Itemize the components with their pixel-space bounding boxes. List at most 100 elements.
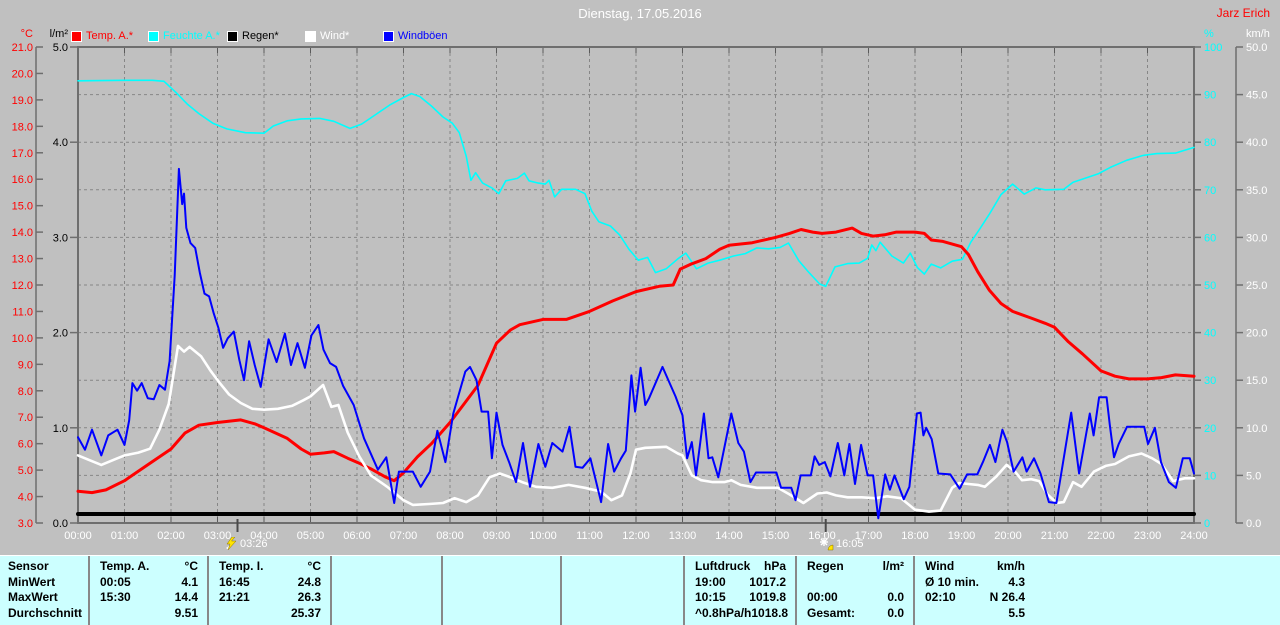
stats-row-labels: Sensor MinWert MaxWert Durchschnitt: [0, 556, 88, 625]
max-time: 10:15: [695, 590, 726, 604]
svg-text:6.0: 6.0: [18, 439, 33, 451]
legend-item-temp: Temp. A.*: [71, 30, 133, 42]
curve-feuchtea: [77, 79, 1195, 288]
x-tick-labels: 00:00 01:00 02:00 03:00 04:00 05:00 06:00 07:00…: [64, 530, 1208, 542]
svg-text:12.0: 12.0: [12, 280, 33, 292]
svg-text:18.0: 18.0: [12, 121, 33, 133]
svg-text:5.0: 5.0: [18, 465, 33, 477]
svg-text:03:00: 03:00: [204, 530, 232, 542]
svg-text:%: %: [1204, 28, 1214, 40]
svg-text:14:00: 14:00: [715, 530, 743, 542]
curve-wind: [76, 344, 1196, 513]
marker-time: 16:05: [836, 538, 864, 550]
svg-text:18:00: 18:00: [901, 530, 929, 542]
svg-text:0.0: 0.0: [1246, 518, 1261, 530]
svg-text:21.0: 21.0: [12, 42, 33, 54]
svg-text:20.0: 20.0: [12, 68, 33, 80]
svg-text:19:00: 19:00: [948, 530, 976, 542]
max-value: N 26.4: [989, 590, 1025, 604]
max-time: 15:30: [100, 590, 131, 604]
svg-text:11:00: 11:00: [576, 530, 603, 542]
svg-text:90: 90: [1204, 90, 1216, 102]
max-value: 26.3: [297, 590, 321, 604]
avg-value: 1018.8: [751, 605, 789, 620]
max-time: 02:10: [925, 590, 956, 604]
svg-text:100: 100: [1204, 42, 1222, 54]
svg-text:13.0: 13.0: [12, 254, 33, 266]
section-name: Temp. I.: [219, 559, 264, 573]
svg-text:4.0: 4.0: [53, 137, 68, 149]
avg-value: 5.5: [1008, 605, 1025, 620]
watermark-author: Jarz Erich: [1216, 6, 1270, 20]
gesamt-value: 0.0: [887, 605, 904, 620]
svg-text:7.0: 7.0: [18, 412, 33, 424]
stats-section-empty-3: [560, 556, 683, 625]
svg-text:10.0: 10.0: [12, 333, 33, 345]
marker-0326: 03:26: [225, 537, 268, 551]
marker-1605: 16:05: [820, 537, 864, 551]
svg-text:02:00: 02:00: [157, 530, 185, 542]
marker-time: 03:26: [240, 538, 268, 550]
weather-chart: 21.0 20.0 19.0 18.0 17.0 16.0 15.0 14.0 13.0 12.0…: [12, 28, 1270, 542]
stats-table: Sensor MinWert MaxWert Durchschnitt Temp…: [0, 555, 1280, 625]
gesamt-label: Gesamt:: [807, 605, 856, 620]
stats-section-wind: Wind km/h Ø 10 min. 4.3 02:10 N 26.4 5.5: [913, 556, 1034, 625]
svg-text:17.0: 17.0: [12, 148, 33, 160]
min-time: 19:00: [695, 574, 726, 589]
svg-text:0: 0: [1204, 518, 1210, 530]
stats-section-temp-a: Temp. A. °C 00:05 4.1 15:30 14.4 9.51: [88, 556, 207, 625]
stats-section-regen: Regen l/m² 00:00 0.0 Gesamt: 0.0: [795, 556, 913, 625]
legend-label: Temp. A.*: [86, 30, 134, 42]
stats-section-empty-1: [330, 556, 441, 625]
lightning-icon: [226, 537, 237, 551]
stats-section-empty-2: [441, 556, 560, 625]
svg-text:21:00: 21:00: [1041, 530, 1069, 542]
legend-item-wind: Wind*: [305, 30, 349, 42]
svg-text:25.0: 25.0: [1246, 280, 1267, 292]
svg-text:8.0: 8.0: [18, 386, 33, 398]
axis-temp: 21.0 20.0 19.0 18.0 17.0 16.0 15.0 14.0 13.0 12.0…: [12, 28, 43, 530]
svg-text:50.0: 50.0: [1246, 42, 1267, 54]
svg-text:20: 20: [1204, 423, 1216, 435]
row-label-minwert: MinWert: [8, 574, 56, 589]
svg-text:45.0: 45.0: [1246, 90, 1267, 102]
svg-text:30: 30: [1204, 375, 1216, 387]
page-title: Dienstag, 17.05.2016: [578, 6, 702, 21]
svg-text:10: 10: [1204, 470, 1216, 482]
svg-text:06:00: 06:00: [343, 530, 371, 542]
axis-rain: 5.0 4.0 3.0 2.0 1.0 0.0 l/m²: [50, 28, 78, 530]
svg-text:23:00: 23:00: [1134, 530, 1162, 542]
section-unit: °C: [307, 559, 321, 573]
legend-item-gusts: Windböen: [383, 30, 448, 42]
legend-label: Feuchte A.*: [163, 30, 220, 42]
svg-text:4.0: 4.0: [18, 492, 33, 504]
avg-value: 9.51: [174, 605, 198, 620]
svg-text:15:00: 15:00: [762, 530, 790, 542]
svg-text:01:00: 01:00: [111, 530, 139, 542]
legend-label: Windböen: [398, 30, 448, 42]
row-label-maxwert: MaxWert: [8, 590, 58, 604]
svg-text:40.0: 40.0: [1246, 137, 1267, 149]
svg-text:1.0: 1.0: [53, 423, 68, 435]
svg-text:22:00: 22:00: [1087, 530, 1115, 542]
svg-text:07:00: 07:00: [390, 530, 418, 542]
section-unit: km/h: [996, 559, 1025, 573]
svg-text:3.0: 3.0: [18, 518, 33, 530]
svg-text:16.0: 16.0: [12, 174, 33, 186]
row-label-sensor: Sensor: [8, 559, 49, 573]
rain-swatch-icon: [227, 30, 238, 42]
avg10-label: Ø 10 min.: [925, 574, 980, 589]
row-label-durchschnitt: Durchschnitt: [8, 605, 83, 620]
svg-text:40: 40: [1204, 328, 1216, 340]
svg-text:60: 60: [1204, 232, 1216, 244]
svg-text:0.0: 0.0: [53, 518, 68, 530]
svg-text:09:00: 09:00: [483, 530, 511, 542]
section-name: Temp. A.: [100, 559, 150, 573]
legend-label: Regen*: [242, 30, 279, 42]
svg-text:3.0: 3.0: [53, 232, 68, 244]
svg-text:30.0: 30.0: [1246, 232, 1267, 244]
wind-swatch-icon: [305, 30, 316, 42]
section-name: Luftdruck: [695, 559, 751, 573]
